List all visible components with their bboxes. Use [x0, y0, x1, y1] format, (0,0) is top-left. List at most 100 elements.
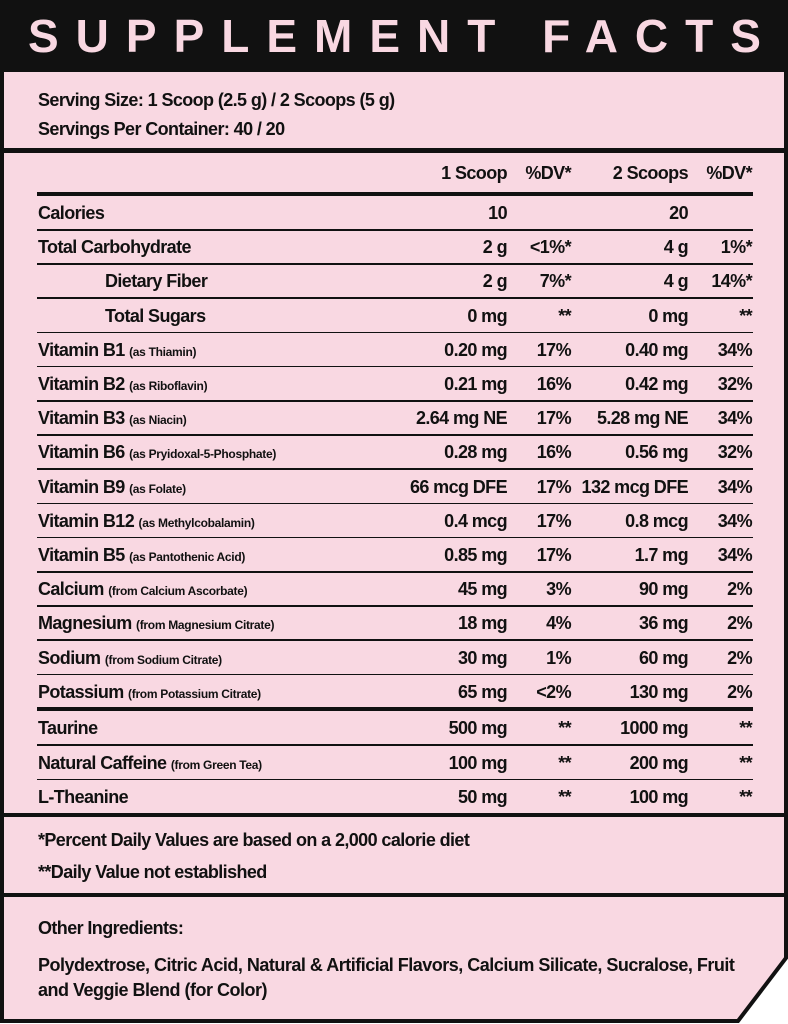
- nutrient-source: (from Potassium Citrate): [128, 686, 261, 701]
- nutrient-label: Dietary Fiber: [105, 271, 208, 292]
- column-header: %DV*: [525, 163, 571, 183]
- row-divider: [37, 331, 753, 334]
- nutrient-name: Calcium (from Calcium Ascorbate): [38, 577, 248, 601]
- amount: 18 mg: [457, 613, 508, 634]
- nutrient-label: Vitamin B2: [38, 374, 125, 394]
- amount: 2.64 mg NE: [415, 408, 508, 429]
- amount: 2%: [727, 681, 752, 702]
- nutrient-source: (as Pryidoxal-5-Phosphate): [129, 447, 277, 462]
- amount: **: [739, 787, 752, 807]
- nutrient-name: Potassium (from Potassium Citrate): [38, 680, 261, 704]
- amount: 2%: [727, 613, 752, 634]
- amount: 0.85 mg: [444, 545, 507, 565]
- amount: 10: [488, 203, 507, 223]
- amount: **: [558, 752, 571, 773]
- amount: 34%: [717, 476, 753, 497]
- amount: **: [739, 752, 752, 773]
- amount: **: [558, 787, 571, 807]
- nutrient-label: Calcium: [38, 579, 104, 600]
- nutrient-label: Vitamin B1: [38, 339, 125, 360]
- amount: 0.8 mcg: [625, 510, 688, 531]
- footnote: *Percent Daily Values are based on a 2,0…: [38, 830, 470, 850]
- nutrient-name: Sodium (from Sodium Citrate): [38, 646, 222, 670]
- row-divider: [37, 263, 753, 265]
- amount: 66 mcg DFE: [409, 476, 508, 497]
- title: SUPPLEMENT FACTS: [28, 10, 778, 62]
- nutrient-source: (from Magnesium Citrate): [136, 618, 275, 633]
- nutrient-label: Potassium: [38, 681, 124, 702]
- nutrient-label: Magnesium: [38, 613, 132, 634]
- amount: 30 mg: [457, 647, 508, 668]
- amount: 7%*: [539, 271, 572, 292]
- nutrient-source: (from Green Tea): [170, 757, 262, 772]
- nutrient-name: Vitamin B12 (as Methylcobalamin): [38, 509, 255, 533]
- amount: 90 mg: [638, 579, 689, 600]
- divider: [2, 813, 786, 817]
- nutrient-label: Vitamin B12: [38, 510, 135, 531]
- section-divider: [37, 706, 753, 711]
- row-divider: [37, 571, 753, 573]
- divider: [37, 192, 753, 196]
- divider: [2, 893, 786, 897]
- amount: 17%: [536, 510, 572, 531]
- nutrient-label: Total Sugars: [105, 305, 206, 326]
- nutrient-name: Taurine: [38, 716, 98, 740]
- amount: 5.28 mg NE: [596, 408, 689, 429]
- amount: 17%: [536, 339, 572, 360]
- column-header: %DV*: [706, 163, 752, 183]
- nutrient-name: Vitamin B1 (as Thiamin): [38, 338, 196, 362]
- nutrient-label: Vitamin B5: [38, 545, 125, 565]
- row-divider: [37, 605, 753, 607]
- row-divider: [37, 229, 753, 231]
- amount: 100 mg: [629, 787, 689, 807]
- nutrient-name: Magnesium (from Magnesium Citrate): [38, 611, 274, 635]
- nutrient-name: Dietary Fiber: [105, 269, 208, 293]
- amount: 1000 mg: [620, 718, 688, 738]
- amount: 17%: [536, 408, 572, 429]
- amount: 0.56 mg: [625, 442, 688, 463]
- row-divider: [37, 468, 753, 470]
- amount: 1%*: [720, 237, 753, 258]
- nutrient-source: (as Methylcobalamin): [138, 515, 255, 530]
- amount: **: [739, 718, 752, 738]
- amount: **: [558, 305, 571, 326]
- amount: 17%: [536, 476, 572, 497]
- amount: **: [558, 718, 571, 738]
- nutrient-source: (from Calcium Ascorbate): [108, 584, 248, 599]
- nutrient-label: Sodium: [38, 647, 101, 668]
- amount: 500 mg: [448, 718, 508, 738]
- amount: 50 mg: [457, 787, 508, 807]
- nutrient-source: (as Niacin): [129, 413, 187, 428]
- amount: 20: [669, 203, 688, 223]
- ingredients-label: Other Ingredients:: [38, 918, 184, 938]
- amount: 45 mg: [457, 579, 508, 600]
- amount: 2%: [727, 647, 752, 668]
- amount: 34%: [717, 545, 753, 565]
- nutrient-name: L-Theanine: [38, 785, 129, 809]
- row-divider: [37, 778, 753, 780]
- servings-per-container: Servings Per Container: 40 / 20: [38, 119, 285, 139]
- row-divider: [37, 400, 753, 402]
- amount: 16%: [536, 442, 572, 463]
- amount: 34%: [717, 408, 753, 429]
- amount: 4 g: [663, 271, 689, 292]
- footnote: **Daily Value not established: [38, 862, 267, 882]
- amount: 65 mg: [457, 681, 508, 702]
- nutrient-source: (as Riboflavin): [129, 379, 208, 393]
- nutrient-name: Vitamin B2 (as Riboflavin): [38, 372, 208, 396]
- column-header: 1 Scoop: [441, 163, 507, 183]
- amount: <2%: [536, 681, 571, 702]
- amount: 34%: [717, 510, 753, 531]
- amount: 3%: [546, 579, 571, 600]
- nutrient-label: Vitamin B9: [38, 476, 125, 497]
- amount: 2 g: [482, 237, 508, 258]
- nutrient-source: (from Sodium Citrate): [104, 652, 222, 667]
- amount: 14%*: [711, 271, 752, 292]
- amount: 1.7 mg: [634, 545, 689, 565]
- amount: 2 g: [482, 271, 508, 292]
- amount: 32%: [717, 442, 753, 463]
- amount: 200 mg: [629, 752, 689, 773]
- nutrient-name: Calories: [38, 201, 105, 225]
- amount: 132 mcg DFE: [581, 476, 689, 497]
